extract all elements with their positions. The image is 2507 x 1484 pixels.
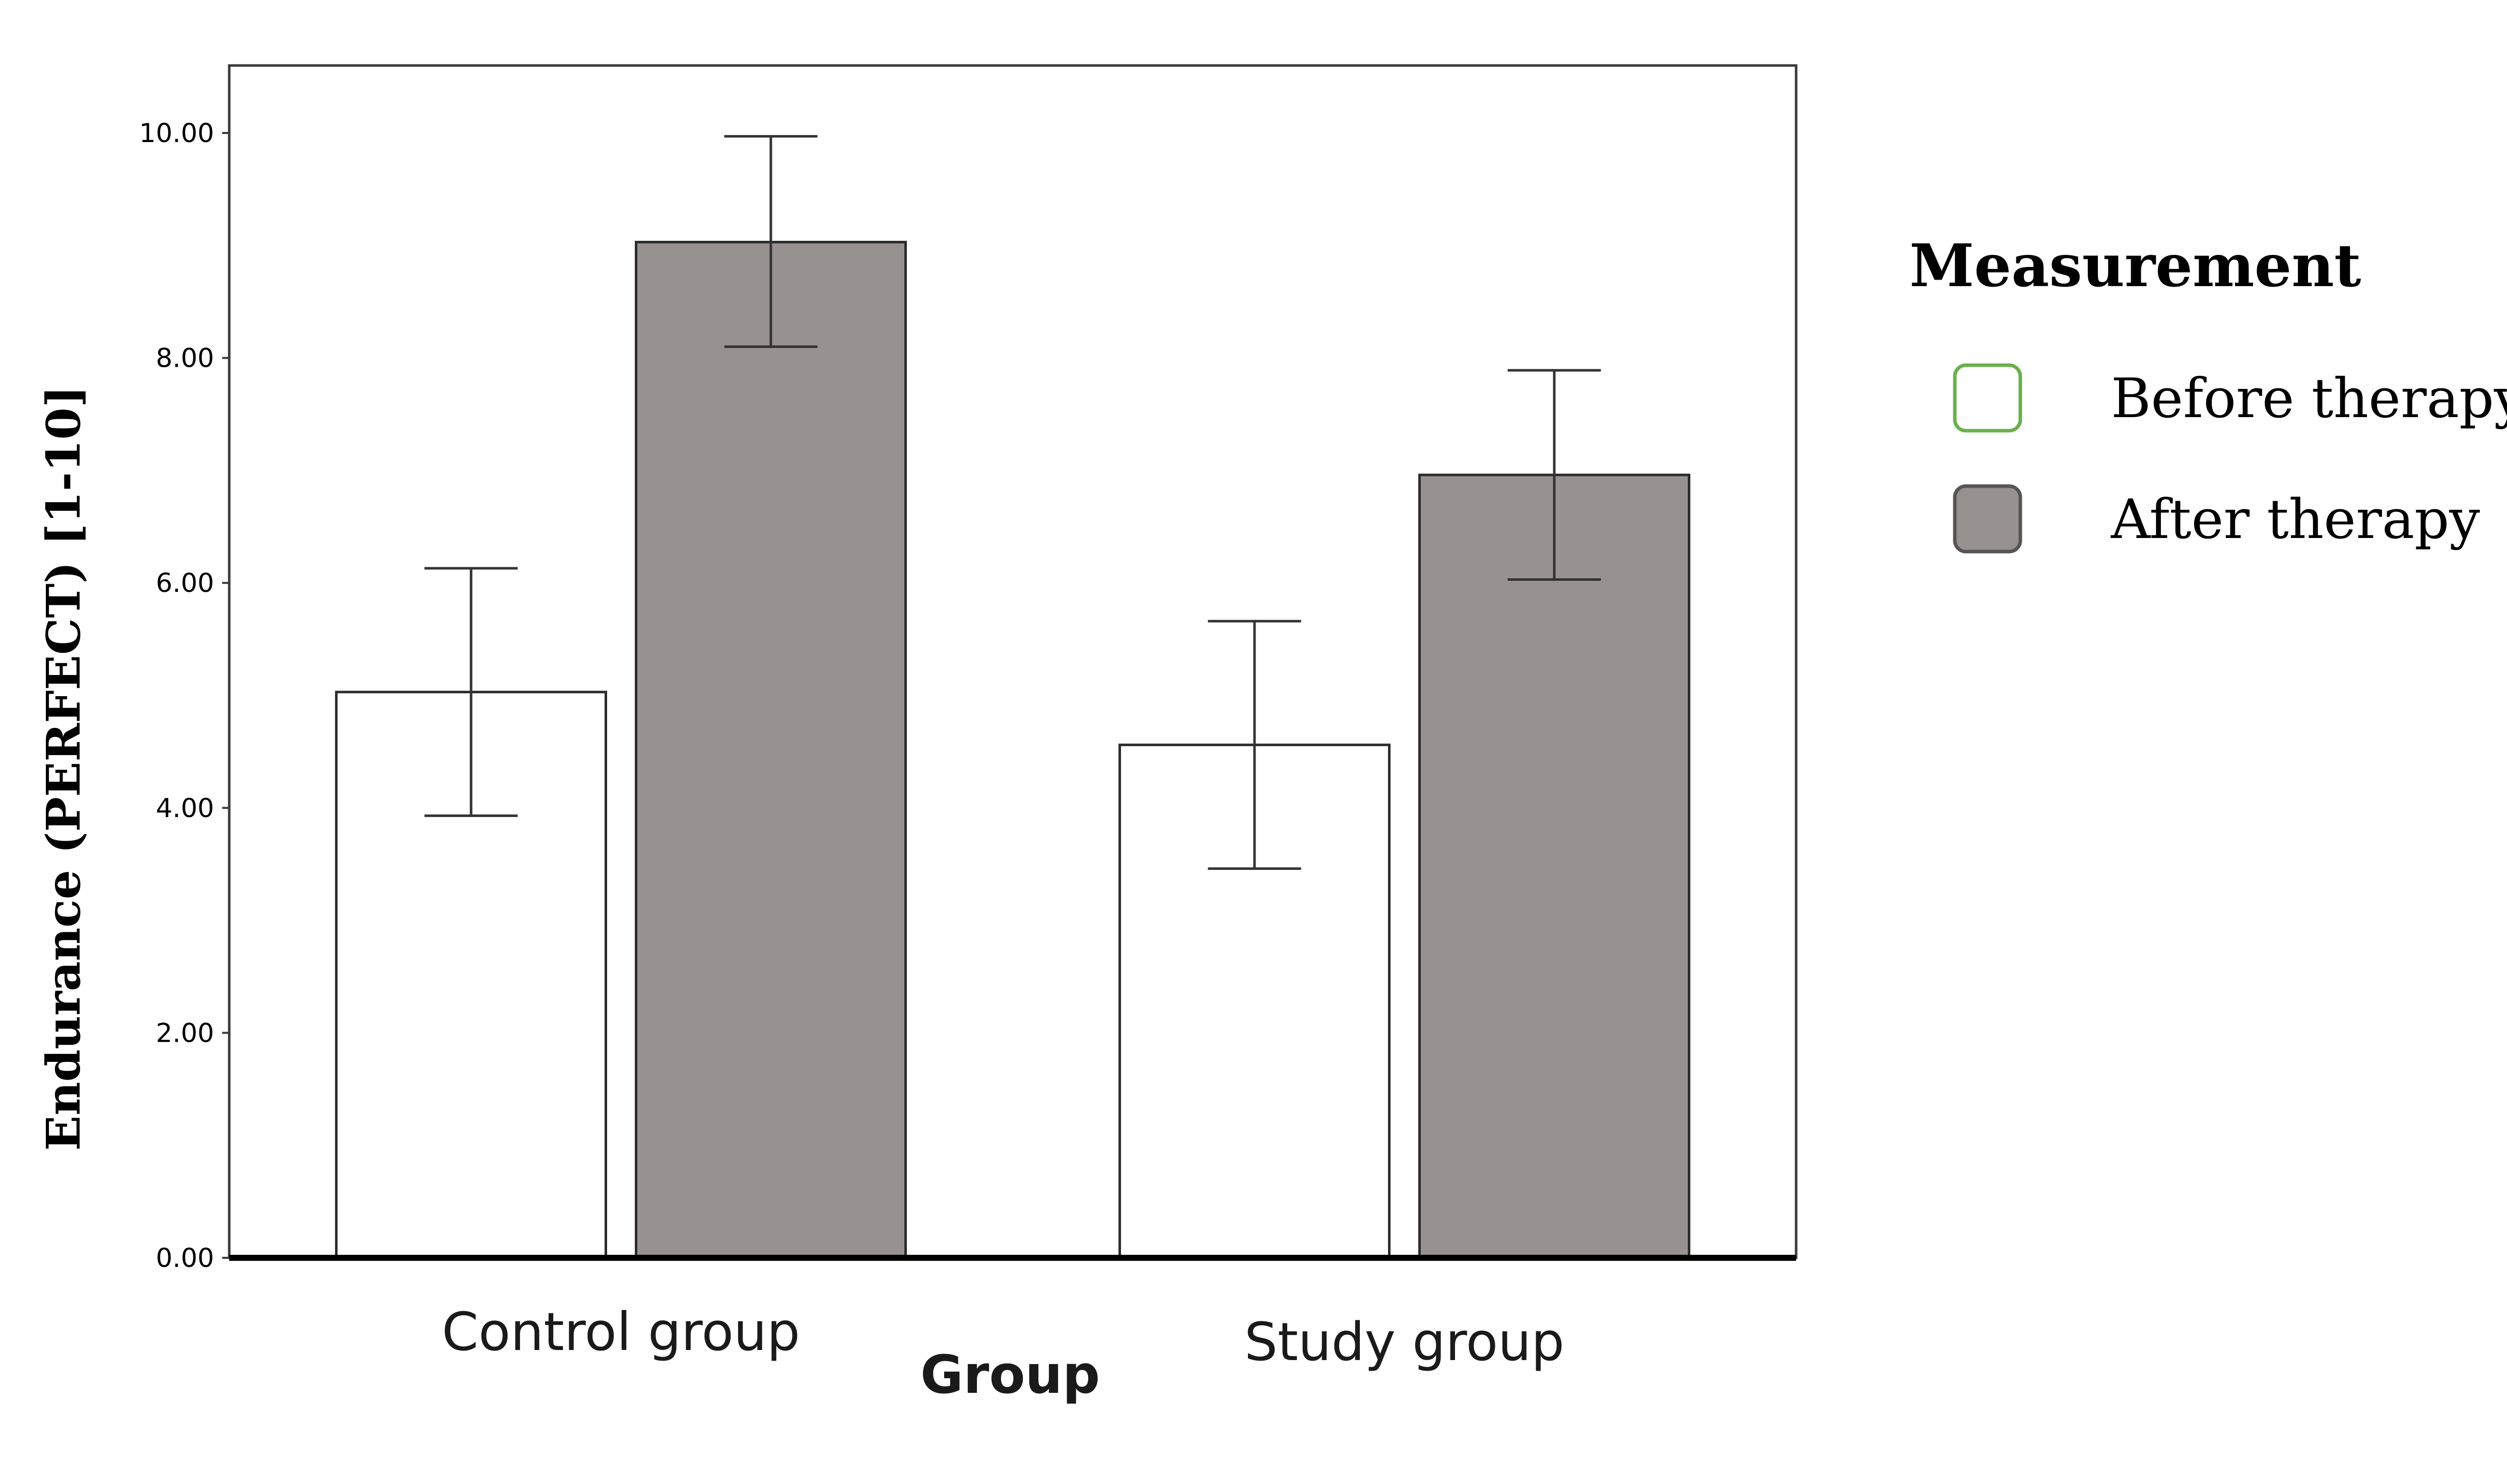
x-category-label: Control group [442, 1301, 800, 1363]
legend-label-before: Before therapy [2111, 367, 2507, 430]
y-tick-label: 8.00 [156, 344, 214, 374]
y-tick-label: 10.00 [139, 118, 214, 149]
x-axis: Control group Study group [229, 1255, 1796, 1373]
error-bars [424, 135, 1601, 870]
y-axis: 0.00 2.00 4.00 6.00 8.00 10.00 [139, 118, 229, 1273]
legend-title: Measurement [1909, 232, 2361, 300]
legend-label-after: After therapy [2110, 488, 2480, 551]
y-tick-label: 4.00 [156, 793, 214, 824]
y-tick-label: 2.00 [156, 1018, 214, 1048]
x-axis-title: Group [920, 1344, 1100, 1405]
y-tick-label: 6.00 [156, 568, 214, 598]
y-tick-label: 0.00 [156, 1243, 214, 1273]
bar-study-after [1418, 474, 1690, 1259]
legend-swatch-after [1953, 484, 2022, 554]
x-category-label: Study group [1244, 1311, 1564, 1373]
y-axis-title: Endurance (PERFECT) [1-10] [36, 385, 91, 1151]
legend-swatch-before [1953, 363, 2022, 433]
bar-control-after [635, 241, 907, 1259]
legend: Measurement Before therapy After therapy [1909, 232, 2507, 554]
